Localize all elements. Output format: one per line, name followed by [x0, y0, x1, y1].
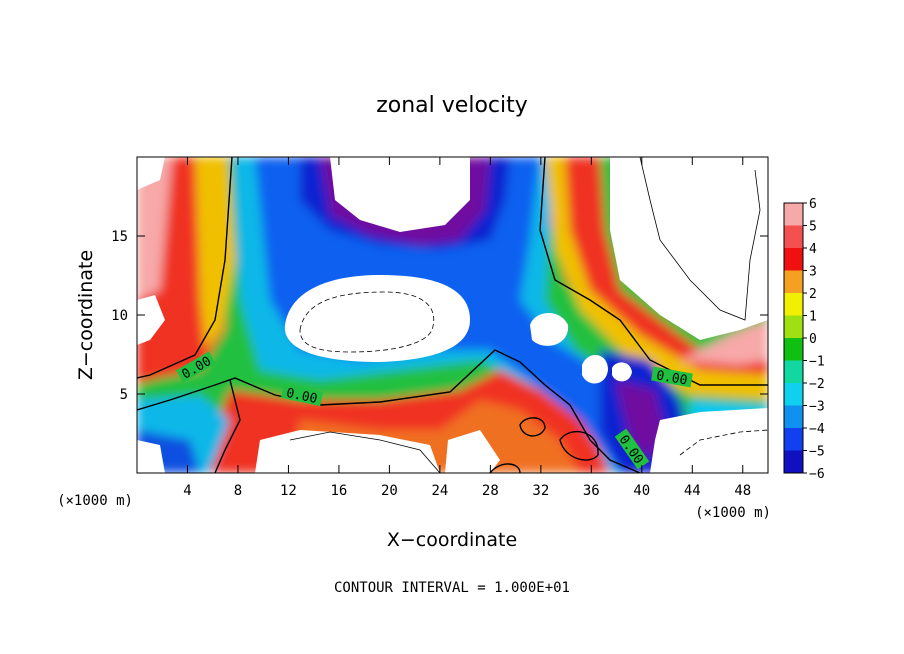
colorbar-swatch	[784, 428, 803, 451]
colorbar-swatch	[784, 383, 803, 406]
y-tick-label: 5	[120, 387, 128, 403]
x-unit-note-right: (×1000 m)	[695, 505, 771, 521]
x-tick-label: 4	[183, 483, 191, 499]
colorbar-label: −4	[809, 422, 825, 437]
colorbar-swatch	[784, 248, 803, 271]
colorbar-swatch	[784, 360, 803, 384]
x-tick-label: 24	[431, 483, 448, 499]
x-tick-label: 48	[734, 483, 751, 499]
colorbar-swatch	[784, 338, 803, 361]
x-tick-label: 28	[482, 483, 499, 499]
contour-label: 0.00	[655, 368, 688, 388]
velocity-field	[137, 157, 768, 473]
colorbar-swatch	[784, 450, 803, 474]
colorbar-label: 4	[809, 242, 817, 257]
x-tick-label: 40	[633, 483, 650, 499]
colorbar-swatch	[784, 293, 803, 316]
colorbar-swatch	[784, 405, 803, 429]
x-tick-label: 20	[381, 483, 398, 499]
contour-lines	[137, 157, 768, 473]
colorbar-label: 6	[809, 197, 817, 212]
y-tick-label: 15	[111, 229, 128, 245]
colorbar-label: 3	[809, 265, 817, 280]
colorbar-swatch	[784, 203, 803, 226]
colorbar-label: 5	[809, 220, 817, 235]
colorbar-label: 0	[809, 332, 817, 347]
colorbar-label: 2	[809, 287, 817, 302]
y-axis: 5 10 15	[111, 229, 768, 403]
x-tick-label: 44	[684, 483, 701, 499]
y-tick-label: 10	[111, 308, 128, 324]
colorbar-label: 1	[809, 310, 817, 325]
y-axis-label: Z−coordinate	[75, 250, 97, 380]
x-tick-label: 36	[583, 483, 600, 499]
colorbar-label: −3	[809, 400, 825, 415]
colorbar-swatch	[784, 270, 803, 294]
x-tick-label: 16	[330, 483, 347, 499]
colorbar-label: −5	[809, 445, 825, 460]
x-axis: 4 8 12 16 20 24 28 32 36 40 44 48	[183, 157, 751, 499]
colorbar-swatch	[784, 315, 803, 339]
colorbar: 6 5 4 3 2 1 0 −1 −2 −3 −4 −5 −6	[783, 197, 825, 482]
x-unit-note-left: (×1000 m)	[57, 493, 133, 509]
x-tick-label: 32	[532, 483, 549, 499]
contour-label: 0.00	[285, 386, 319, 407]
contour-interval-footer: CONTOUR INTERVAL = 1.000E+01	[334, 580, 570, 596]
colorbar-label: −1	[809, 355, 825, 370]
colorbar-swatch	[784, 225, 803, 249]
x-tick-label: 12	[280, 483, 297, 499]
x-axis-label: X−coordinate	[387, 529, 517, 551]
x-tick-label: 8	[234, 483, 242, 499]
colorbar-label: −2	[809, 377, 825, 392]
thin-contour-lines	[289, 157, 768, 473]
colorbar-label: −6	[809, 467, 825, 482]
chart-title: zonal velocity	[376, 93, 528, 118]
